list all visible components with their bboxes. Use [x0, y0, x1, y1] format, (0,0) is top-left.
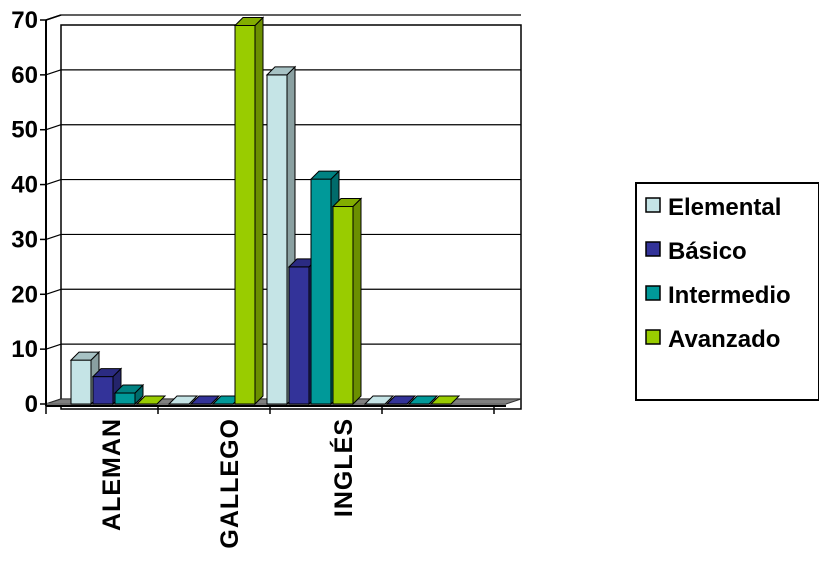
bar — [407, 395, 439, 405]
category-labels: ALEMAN GALLEGO INGLÉS — [98, 418, 358, 549]
bar-front — [332, 206, 354, 405]
bar — [233, 16, 265, 406]
bar-top — [233, 16, 265, 26]
legend-label: Avanzado — [668, 326, 780, 353]
y-tick-label: 50 — [11, 117, 38, 144]
bar-side — [352, 197, 362, 406]
axes — [40, 14, 506, 414]
bar-top — [69, 351, 101, 361]
legend-swatch — [645, 197, 661, 213]
y-axis-top — [45, 14, 62, 21]
legend-box — [635, 182, 819, 401]
legend: Elemental Básico Intermedio Avanzado — [635, 182, 819, 401]
bar-top — [91, 368, 123, 378]
y-tick-label: 20 — [11, 281, 38, 308]
y-tick-label: 70 — [11, 7, 38, 34]
category-label: ALEMAN — [98, 418, 126, 531]
legend-label: Básico — [668, 238, 747, 265]
legend-label: Intermedio — [668, 282, 791, 309]
legend-swatch — [645, 285, 661, 301]
y-tick-label: 0 — [25, 391, 38, 418]
gridline-side — [45, 124, 62, 131]
bar-front — [234, 24, 256, 405]
gridline-side — [45, 69, 62, 76]
bar-top — [385, 395, 417, 405]
y-tick-label: 60 — [11, 62, 38, 89]
y-tick-label: 30 — [11, 226, 38, 253]
bar-top — [309, 170, 341, 180]
bar-front — [92, 376, 114, 405]
bar — [135, 395, 167, 405]
bar-front — [70, 359, 92, 405]
y-tick-label: 10 — [11, 336, 38, 363]
gridline-side — [45, 179, 62, 186]
bar-front — [310, 178, 332, 405]
bar-top — [135, 395, 167, 405]
bar-front — [288, 266, 310, 405]
bars — [69, 16, 461, 406]
bar — [91, 367, 123, 406]
category-label: GALLEGO — [216, 418, 244, 549]
bar-side — [254, 16, 264, 406]
bar-top — [363, 395, 395, 405]
bar-top — [407, 395, 439, 405]
gridline-side — [45, 233, 62, 240]
bar — [429, 395, 461, 405]
bar-front — [266, 74, 288, 405]
bar — [331, 197, 363, 406]
bar-top — [189, 395, 221, 405]
gridline-side — [45, 288, 62, 295]
bar-front — [114, 392, 136, 405]
plot-back-wall — [60, 24, 522, 410]
y-tick-label: 40 — [11, 172, 38, 199]
bar — [363, 395, 395, 405]
bar-top — [113, 384, 145, 394]
legend-swatch — [645, 329, 661, 345]
bar-top — [167, 395, 199, 405]
bar-top — [265, 66, 297, 76]
category-label: INGLÉS — [329, 418, 358, 517]
gridline-side — [45, 343, 62, 350]
bar — [385, 395, 417, 405]
bar — [113, 383, 145, 406]
legend-swatch — [645, 241, 661, 257]
bar-top — [429, 395, 461, 405]
bar — [167, 395, 199, 405]
y-tick-labels: 0 10 20 30 40 50 60 70 — [11, 7, 38, 418]
bar — [189, 395, 221, 405]
legend-label: Elemental — [668, 194, 781, 221]
bar-top — [331, 198, 363, 208]
